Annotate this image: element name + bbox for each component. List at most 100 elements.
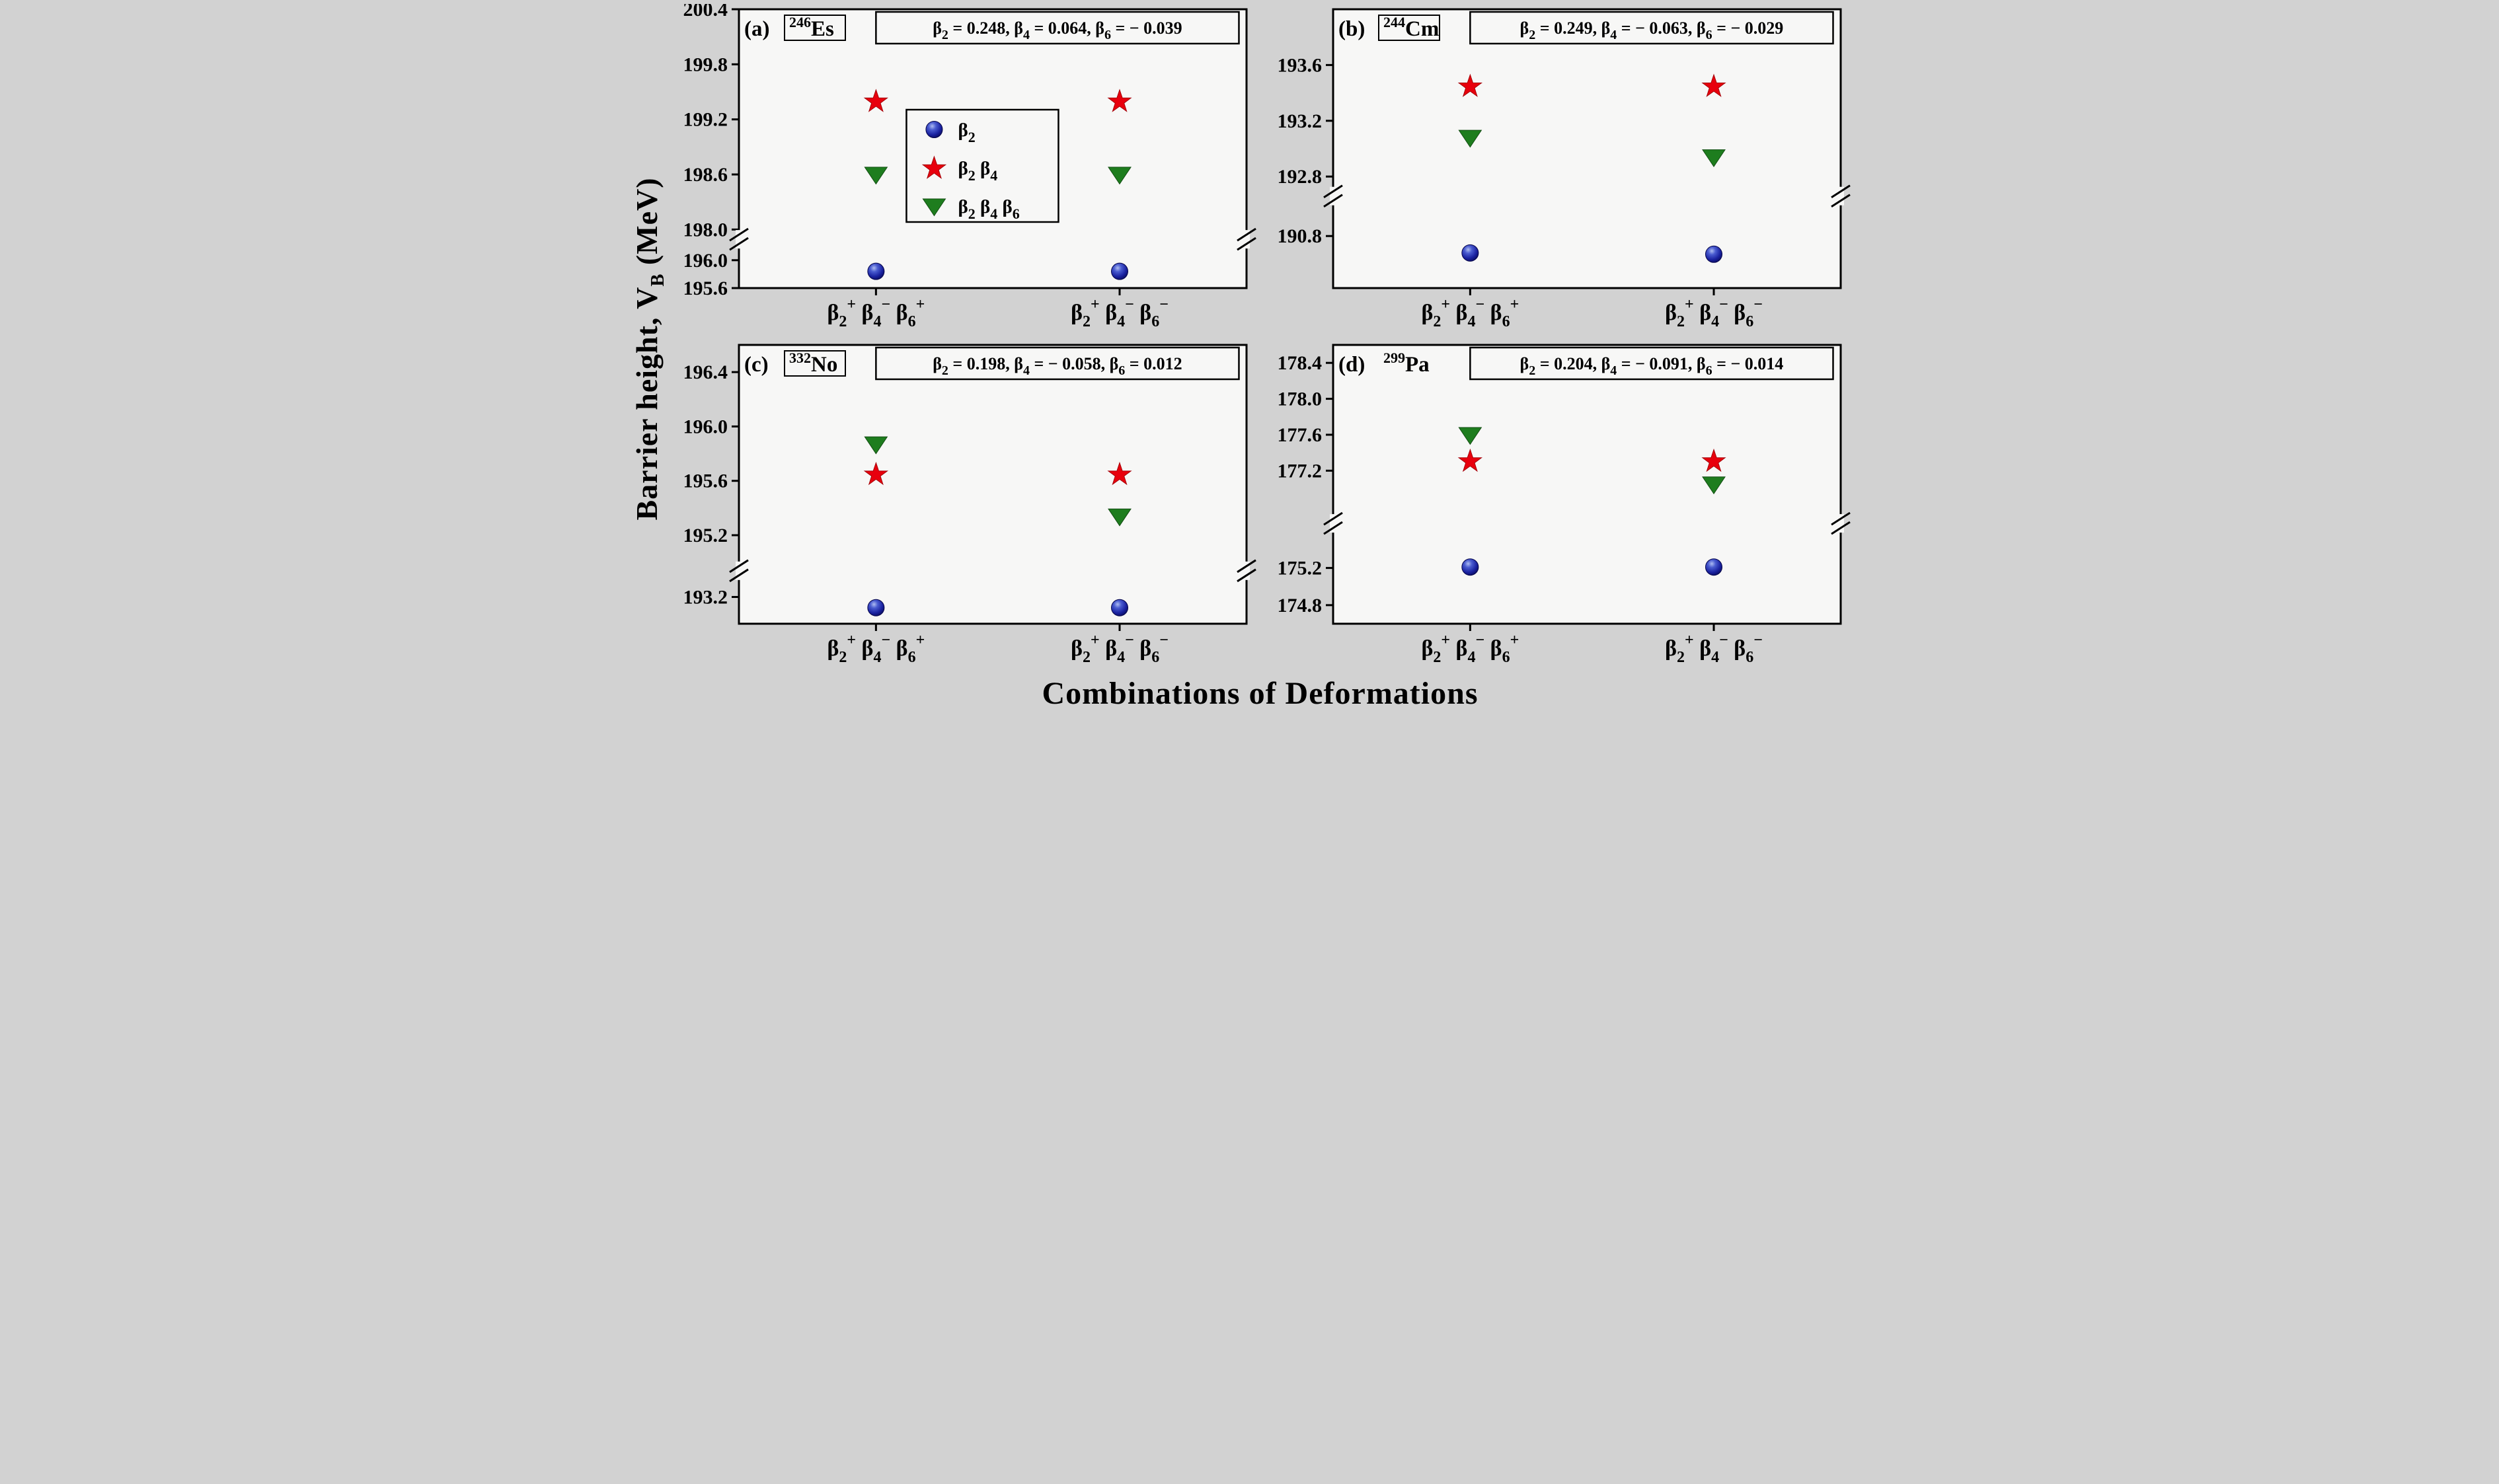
- y-tick-label: 175.2: [1277, 558, 1322, 579]
- panel-label: (c): [744, 353, 769, 377]
- y-axis-label-unit: (MeV): [629, 177, 664, 274]
- y-tick-label: 198.6: [683, 164, 728, 186]
- y-tick-label: 178.4: [1277, 352, 1322, 374]
- axis-break-mark: [1830, 184, 1851, 199]
- marker-triangle-down: [1457, 427, 1482, 445]
- deformation-annotation: β2 = 0.198, β4 = − 0.058, β6 = 0.012: [933, 354, 1182, 378]
- y-axis-label: Barrier height, VB (MeV): [629, 177, 668, 520]
- legend-item-label: β2 β4 β6: [958, 196, 1019, 222]
- x-tick-label: β2+ β4− β6−: [1665, 632, 1763, 666]
- panels-grid: 198.0 198.6 199.2 199.8 200.4 195.6 196.0 β2+ β…: [668, 4, 1853, 670]
- y-tick-label: 190.8: [1277, 225, 1322, 247]
- nuclide-label: 332No: [789, 350, 837, 377]
- axis-break-gap: [1329, 514, 1336, 533]
- y-tick-label: 196.0: [683, 250, 728, 272]
- y-tick-label: 195.2: [683, 525, 728, 546]
- x-tick-label: β2+ β4− β6−: [1071, 296, 1169, 330]
- panel-label: (b): [1338, 17, 1365, 41]
- marker-circle: [866, 262, 884, 280]
- axis-break-gap: [1837, 514, 1844, 533]
- panel-d-chart: 177.2 177.6 178.0 178.4 174.8 175.2 β2+ β4− β6…: [1277, 344, 1851, 666]
- axis-break-mark: [1236, 237, 1256, 251]
- y-axis-label-sub: B: [647, 273, 668, 287]
- marker-triangle-down: [1701, 149, 1726, 168]
- nuclide-label: 246Es: [789, 14, 834, 41]
- y-tick-label: 195.6: [683, 470, 728, 492]
- x-tick-label: β2+ β4− β6+: [1421, 296, 1519, 330]
- marker-circle: [866, 599, 884, 616]
- axis-break-mark: [728, 568, 749, 583]
- axis-break-mark: [1323, 511, 1343, 526]
- axis-break-mark: [1323, 194, 1343, 208]
- y-tick-label: 192.8: [1277, 166, 1322, 188]
- marker-circle: [1705, 245, 1722, 263]
- marker-star: [1701, 448, 1726, 472]
- marker-star: [1106, 89, 1132, 112]
- marker-star: [1106, 461, 1132, 486]
- axis-break-gap: [1243, 230, 1250, 249]
- y-tick-label: 193.6: [1277, 54, 1322, 76]
- nuclide-label: 299Pa: [1383, 350, 1430, 377]
- marker-triangle-down: [1457, 130, 1482, 148]
- marker-star: [1701, 73, 1726, 97]
- marker-star: [921, 155, 946, 179]
- axis-break-gap: [1837, 186, 1844, 205]
- plot-area: [738, 344, 1247, 625]
- axis-break-mark: [1830, 511, 1851, 526]
- y-tick-label: 200.4: [683, 4, 728, 20]
- marker-star: [863, 89, 888, 112]
- axis-break-gap: [1243, 561, 1250, 580]
- marker-triangle-down: [863, 167, 888, 185]
- nuclide-box: [783, 350, 846, 377]
- plot-area: [1332, 344, 1841, 625]
- y-tick-label: 174.8: [1277, 595, 1322, 616]
- axis-break-mark: [1830, 194, 1851, 208]
- axis-break-gap: [735, 230, 742, 249]
- axis-break-mark: [1830, 521, 1851, 535]
- axis-break-mark: [728, 227, 749, 242]
- y-tick-label: 196.0: [683, 416, 728, 437]
- marker-star: [1457, 73, 1482, 97]
- marker-circle: [1110, 262, 1128, 280]
- y-tick-label: 177.6: [1277, 424, 1322, 446]
- marker-circle: [1705, 558, 1722, 576]
- deformation-annotation-box: [874, 346, 1240, 381]
- x-tick-label: β2+ β4− β6+: [1421, 632, 1519, 666]
- x-axis-label: Combinations of Deformations: [1042, 676, 1479, 711]
- marker-circle: [1461, 244, 1479, 262]
- axis-break-mark: [1236, 559, 1256, 574]
- deformation-annotation: β2 = 0.248, β4 = 0.064, β6 = − 0.039: [933, 19, 1182, 42]
- marker-triangle-down: [1107, 167, 1132, 185]
- x-tick-label: β2+ β4− β6−: [1665, 296, 1763, 330]
- y-tick-label: 193.2: [1277, 110, 1322, 132]
- marker-triangle-down: [1107, 508, 1132, 527]
- legend-item-label: β2: [958, 120, 975, 145]
- axis-break-mark: [728, 559, 749, 574]
- marker-circle: [1461, 558, 1479, 576]
- panel-b-chart: 192.8 193.2 193.6 190.8 β2+ β4− β6+ β2+ β4− β…: [1277, 8, 1851, 330]
- y-tick-label: 178.0: [1277, 389, 1322, 410]
- deformation-annotation-box: [874, 11, 1240, 45]
- axis-break-mark: [1323, 184, 1343, 199]
- y-tick-label: 198.0: [683, 219, 728, 241]
- deformation-annotation-box: [1469, 346, 1834, 381]
- axis-break-mark: [728, 237, 749, 251]
- y-tick-label: 196.4: [683, 361, 728, 383]
- marker-circle: [925, 121, 942, 138]
- nuclide-box: [783, 15, 846, 41]
- marker-star: [863, 461, 888, 486]
- nuclide-box: [1377, 15, 1440, 41]
- nuclide-label: 244Cm: [1383, 14, 1439, 41]
- y-tick-label: 199.2: [683, 109, 728, 131]
- marker-triangle-down: [922, 198, 946, 217]
- marker-triangle-down: [863, 436, 888, 455]
- y-tick-label: 199.8: [683, 54, 728, 75]
- axis-break-mark: [1236, 227, 1256, 242]
- marker-triangle-down: [1701, 476, 1726, 495]
- y-tick-label: 193.2: [683, 586, 728, 608]
- marker-star: [1457, 448, 1482, 472]
- deformation-annotation: β2 = 0.249, β4 = − 0.063, β6 = − 0.029: [1519, 19, 1783, 42]
- axis-break-mark: [1236, 568, 1256, 583]
- panel-label: (a): [744, 17, 769, 41]
- y-tick-label: 195.6: [683, 278, 728, 299]
